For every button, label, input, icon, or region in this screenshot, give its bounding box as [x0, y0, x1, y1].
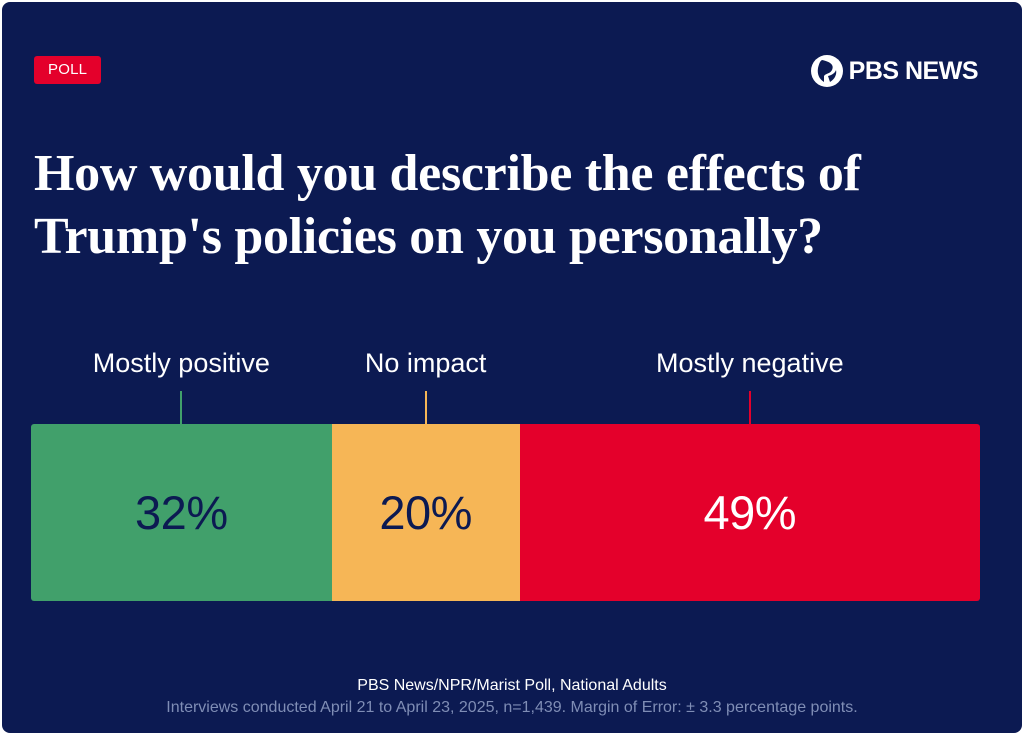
tick-no-impact: [424, 391, 427, 424]
bar-segment-mostly-negative: 49%: [519, 424, 980, 601]
bar-row: 32% 20% 49%: [31, 424, 980, 601]
category-label-mostly-positive: Mostly positive: [92, 348, 270, 378]
category-label-no-impact: No impact: [364, 348, 487, 378]
methodology-note: Interviews conducted April 21 to April 2…: [166, 699, 858, 716]
source-text: PBS News/NPR/Marist Poll, National Adult…: [357, 677, 667, 694]
bar-segment-no-impact: 20%: [331, 424, 520, 601]
tick-mostly-negative: [748, 391, 751, 424]
pbs-head-icon: [810, 55, 843, 87]
poll-badge: POLL: [34, 56, 102, 84]
chart-title: How would you describe the effects of Tr…: [34, 145, 861, 265]
value-label-mostly-negative: 49%: [703, 486, 797, 539]
tick-mostly-positive: [180, 391, 183, 424]
bar-segment-mostly-positive: 32%: [31, 424, 332, 601]
pbs-news-logo: PBS NEWS: [810, 54, 979, 88]
category-label-mostly-negative: Mostly negative: [656, 348, 844, 378]
value-label-mostly-positive: 32%: [135, 486, 228, 539]
brand-name: PBS NEWS: [848, 57, 979, 85]
value-label-no-impact: 20%: [379, 486, 472, 539]
